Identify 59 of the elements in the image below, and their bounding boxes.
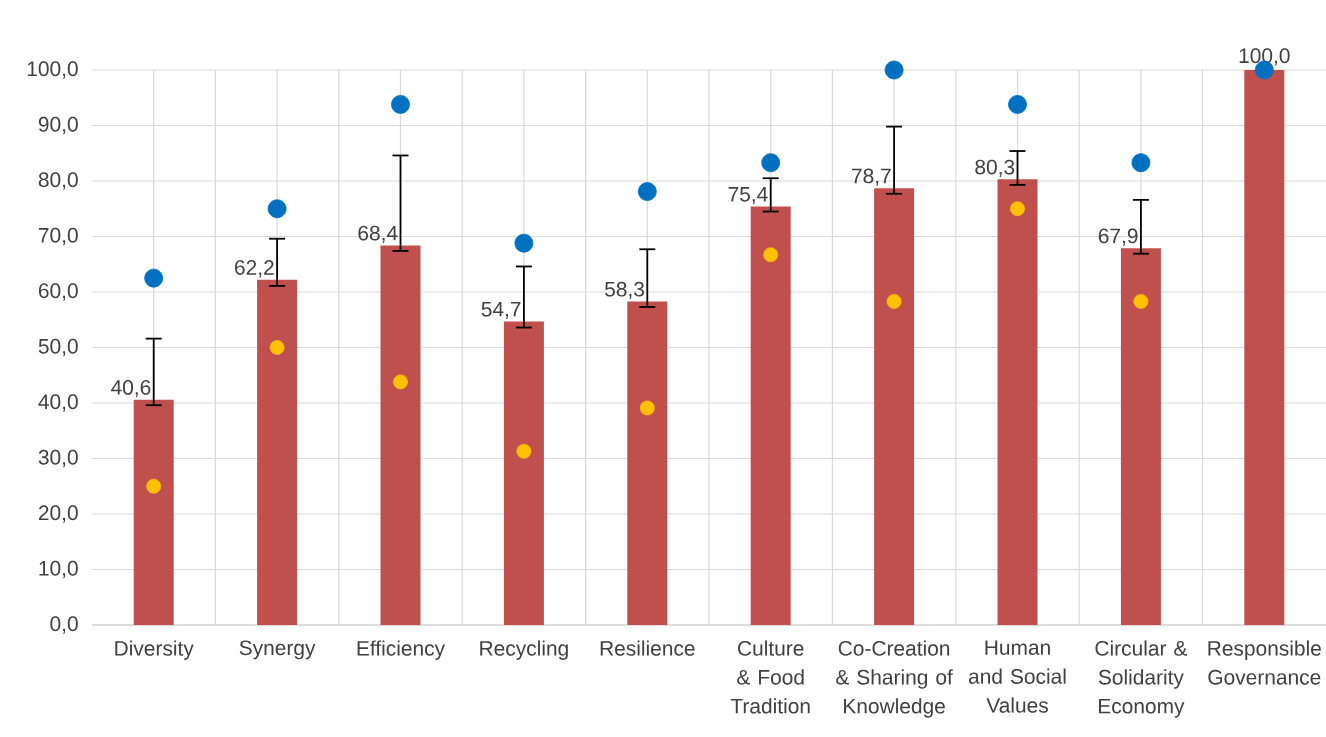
bar	[750, 206, 791, 625]
data-label: 58,3	[605, 281, 644, 300]
point	[514, 233, 534, 253]
point	[761, 153, 781, 173]
data-label: 62,2	[235, 260, 274, 278]
y-tick-label: 90,0	[38, 116, 78, 135]
y-tick-label: 80,0	[38, 172, 78, 190]
x-tick-label: Culture & Food Tradition	[730, 640, 810, 714]
point	[146, 478, 162, 494]
data-label: 67,9	[1098, 228, 1138, 246]
x-tick-label: Responsible Governance	[1208, 640, 1321, 685]
y-tick-label: 20,0	[38, 505, 78, 523]
data-label: 80,3	[975, 159, 1015, 177]
x-tick-label: Resilience	[600, 640, 695, 656]
point	[1133, 294, 1149, 309]
y-tick-label: 10,0	[39, 560, 78, 579]
y-tick-label: 0,0	[50, 616, 78, 634]
bar	[1120, 248, 1161, 625]
y-tick-label: 40,0	[38, 394, 78, 412]
point	[1010, 201, 1025, 217]
data-label: 100,0	[1239, 48, 1290, 66]
point	[391, 95, 410, 114]
point	[1131, 153, 1151, 173]
y-tick-label: 50,0	[38, 338, 78, 357]
point	[886, 294, 902, 309]
bar	[997, 179, 1038, 625]
x-tick-label: Efficiency	[357, 640, 446, 660]
point	[269, 340, 285, 355]
x-tick-label: Co-Creation & Sharing of Knowledge	[836, 640, 953, 718]
y-tick-label: 100,0	[27, 61, 78, 79]
y-tick-label: 30,0	[38, 449, 78, 468]
point	[393, 374, 408, 390]
point	[267, 199, 287, 219]
x-tick-label: Diversity	[115, 640, 194, 660]
x-tick-label: Recycling	[480, 640, 568, 660]
bar	[133, 399, 174, 625]
point	[763, 247, 779, 263]
bar	[380, 245, 421, 625]
data-label: 75,4	[728, 187, 768, 205]
point	[1008, 95, 1027, 114]
point	[144, 268, 164, 288]
point	[884, 60, 904, 80]
x-tick-label: Synergy	[239, 640, 316, 660]
bar	[1244, 69, 1285, 625]
x-tick-label: Human and Social Values	[968, 640, 1066, 713]
data-label: 78,7	[852, 168, 891, 186]
x-tick-label: Circular & Solidarity Economy	[1095, 640, 1188, 718]
point	[516, 443, 532, 459]
data-label: 68,4	[358, 225, 398, 243]
y-tick-label: 70,0	[38, 227, 78, 246]
bar	[503, 321, 544, 625]
bar	[627, 301, 668, 625]
point	[639, 400, 655, 416]
data-label: 54,7	[481, 301, 521, 320]
point	[637, 182, 657, 201]
bar	[257, 279, 298, 625]
bar	[874, 188, 915, 625]
y-tick-label: 60,0	[38, 283, 78, 301]
data-label: 40,6	[111, 380, 151, 398]
